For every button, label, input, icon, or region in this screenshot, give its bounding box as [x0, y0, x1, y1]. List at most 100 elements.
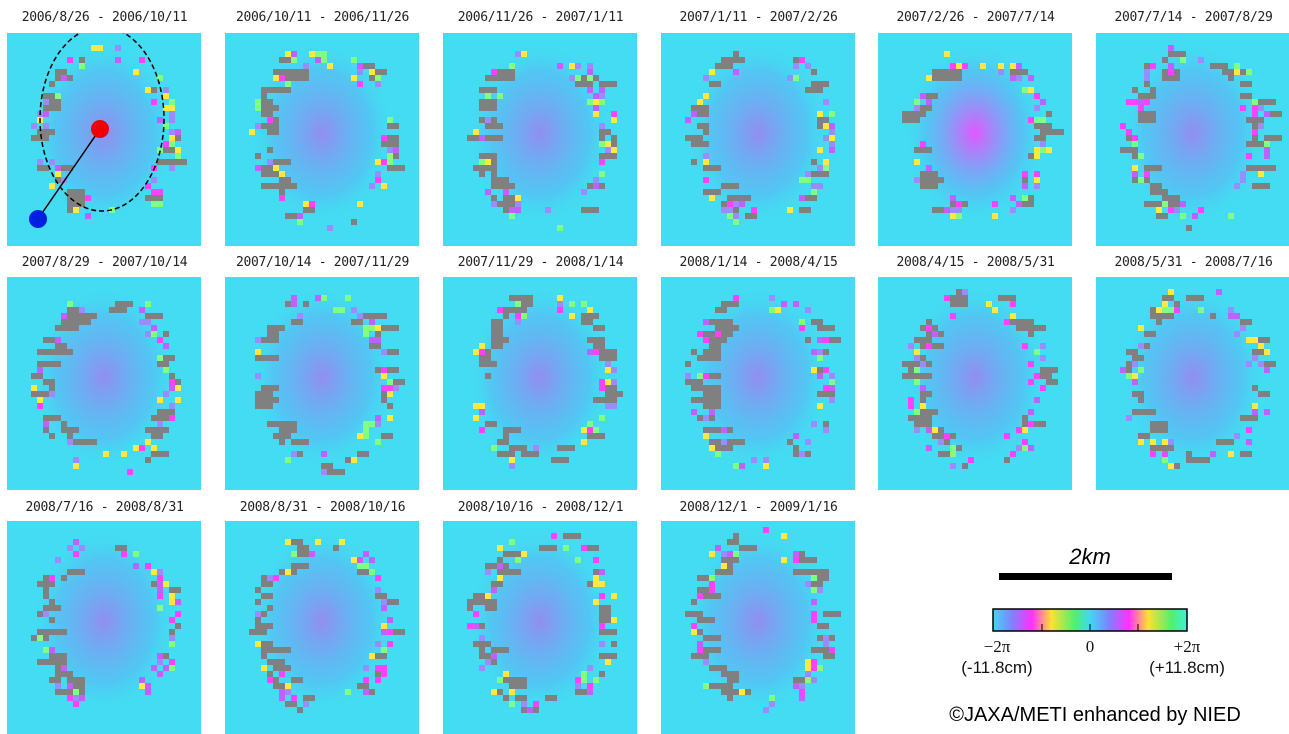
fringe-pixel: [1168, 69, 1174, 75]
fringe-pixel: [599, 141, 605, 147]
fringe-pixel: [703, 93, 709, 99]
fringe-pixel: [709, 319, 715, 325]
fringe-pixel: [151, 451, 169, 457]
fringe-pixel: [497, 677, 503, 683]
fringe-pixel: [309, 551, 315, 557]
fringe-pixel: [1174, 207, 1180, 213]
fringe-pixel: [363, 427, 369, 433]
fringe-pixel: [67, 689, 73, 695]
fringe-pixel: [145, 301, 151, 307]
fringe-pixel: [503, 207, 509, 213]
fringe-pixel: [817, 147, 823, 153]
fringe-pixel: [151, 427, 169, 433]
fringe-pixel: [31, 123, 37, 129]
fringe-pixel: [503, 695, 509, 701]
fringe-pixel: [1016, 319, 1034, 325]
fringe-pixel: [823, 635, 829, 641]
fringe-pixel: [339, 307, 345, 313]
fringe-pixel: [593, 105, 599, 111]
fringe-pixel: [551, 457, 569, 463]
fringe-pixel: [926, 75, 932, 81]
fringe-pixel: [387, 391, 393, 397]
fringe-pixel: [157, 361, 169, 367]
fringe-pixel: [1016, 201, 1022, 207]
fringe-pixel: [727, 551, 733, 557]
fringe-pixel: [1216, 439, 1234, 445]
fringe-pixel: [279, 177, 291, 183]
fringe-pixel: [1016, 63, 1022, 69]
fringe-pixel: [805, 659, 811, 665]
fringe-pixel: [1040, 373, 1052, 379]
fringe-pixel: [351, 319, 363, 325]
fringe-pixel: [479, 135, 485, 141]
fringe-pixel: [817, 587, 823, 593]
fringe-pixel: [151, 177, 157, 183]
fringe-pixel: [491, 581, 503, 587]
profile-start: [91, 120, 109, 138]
fringe-pixel: [926, 165, 932, 171]
fringe-pixel: [497, 563, 503, 569]
fringe-pixel: [485, 93, 491, 99]
fringe-pixel: [61, 421, 67, 427]
fringe-pixel: [267, 385, 279, 391]
fringe-pixel: [169, 593, 175, 599]
fringe-pixel: [491, 177, 509, 183]
fringe-pixel: [1010, 451, 1016, 457]
fringe-pixel: [303, 701, 309, 707]
fringe-pixel: [291, 563, 309, 569]
fringe-pixel: [1210, 451, 1216, 457]
fringe-pixel: [273, 575, 279, 581]
panel-title: 2007/10/14 - 2007/11/29: [215, 255, 430, 270]
fringe-pixel: [829, 373, 835, 379]
fringe-pixel: [581, 319, 593, 325]
fringe-pixel: [267, 117, 273, 123]
fringe-pixel: [381, 623, 387, 629]
fringe-pixel: [763, 457, 769, 463]
fringe-pixel: [793, 551, 799, 557]
fringe-pixel: [73, 539, 79, 545]
fringe-pixel: [811, 677, 817, 683]
fringe-pixel: [1028, 331, 1034, 337]
fringe-pixel: [751, 207, 757, 213]
fringe-pixel: [1264, 111, 1270, 117]
fringe-pixel: [799, 451, 805, 457]
fringe-pixel: [1034, 147, 1040, 153]
fringe-pixel: [697, 647, 703, 653]
fringe-pixel: [715, 569, 733, 575]
fringe-pixel: [575, 689, 587, 695]
fringe-pixel: [1004, 319, 1010, 325]
fringe-pixel: [1022, 445, 1028, 451]
fringe-pixel: [479, 153, 497, 159]
fringe-pixel: [721, 331, 733, 337]
fringe-pixel: [721, 439, 727, 445]
fringe-pixel: [799, 177, 805, 183]
fringe-pixel: [73, 689, 79, 695]
fringe-pixel: [811, 349, 817, 355]
fringe-pixel: [297, 213, 303, 219]
fringe-pixel: [817, 183, 823, 189]
fringe-pixel: [599, 81, 617, 87]
fringe-pixel: [479, 665, 485, 671]
panel-title: 2008/12/1 - 2009/1/16: [651, 500, 866, 515]
fringe-pixel: [599, 183, 605, 189]
fringe-pixel: [599, 641, 605, 647]
fringe-pixel: [261, 355, 273, 361]
fringe-pixel: [79, 307, 85, 313]
fringe-pixel: [1168, 439, 1174, 445]
fringe-pixel: [545, 207, 551, 213]
fringe-pixel: [375, 641, 381, 647]
fringe-pixel: [515, 313, 521, 319]
fringe-pixel: [1234, 183, 1240, 189]
fringe-pixel: [709, 81, 721, 87]
fringe-pixel: [569, 63, 575, 69]
fringe-pixel: [932, 433, 944, 439]
fringe-pixel: [369, 343, 381, 349]
fringe-pixel: [769, 701, 775, 707]
fringe-pixel: [721, 563, 727, 569]
fringe-pixel: [169, 641, 175, 647]
fringe-pixel: [569, 313, 575, 319]
fringe-pixel: [599, 569, 605, 575]
fringe-pixel: [932, 69, 944, 75]
fringe-pixel: [587, 421, 593, 427]
fringe-pixel: [992, 201, 998, 207]
